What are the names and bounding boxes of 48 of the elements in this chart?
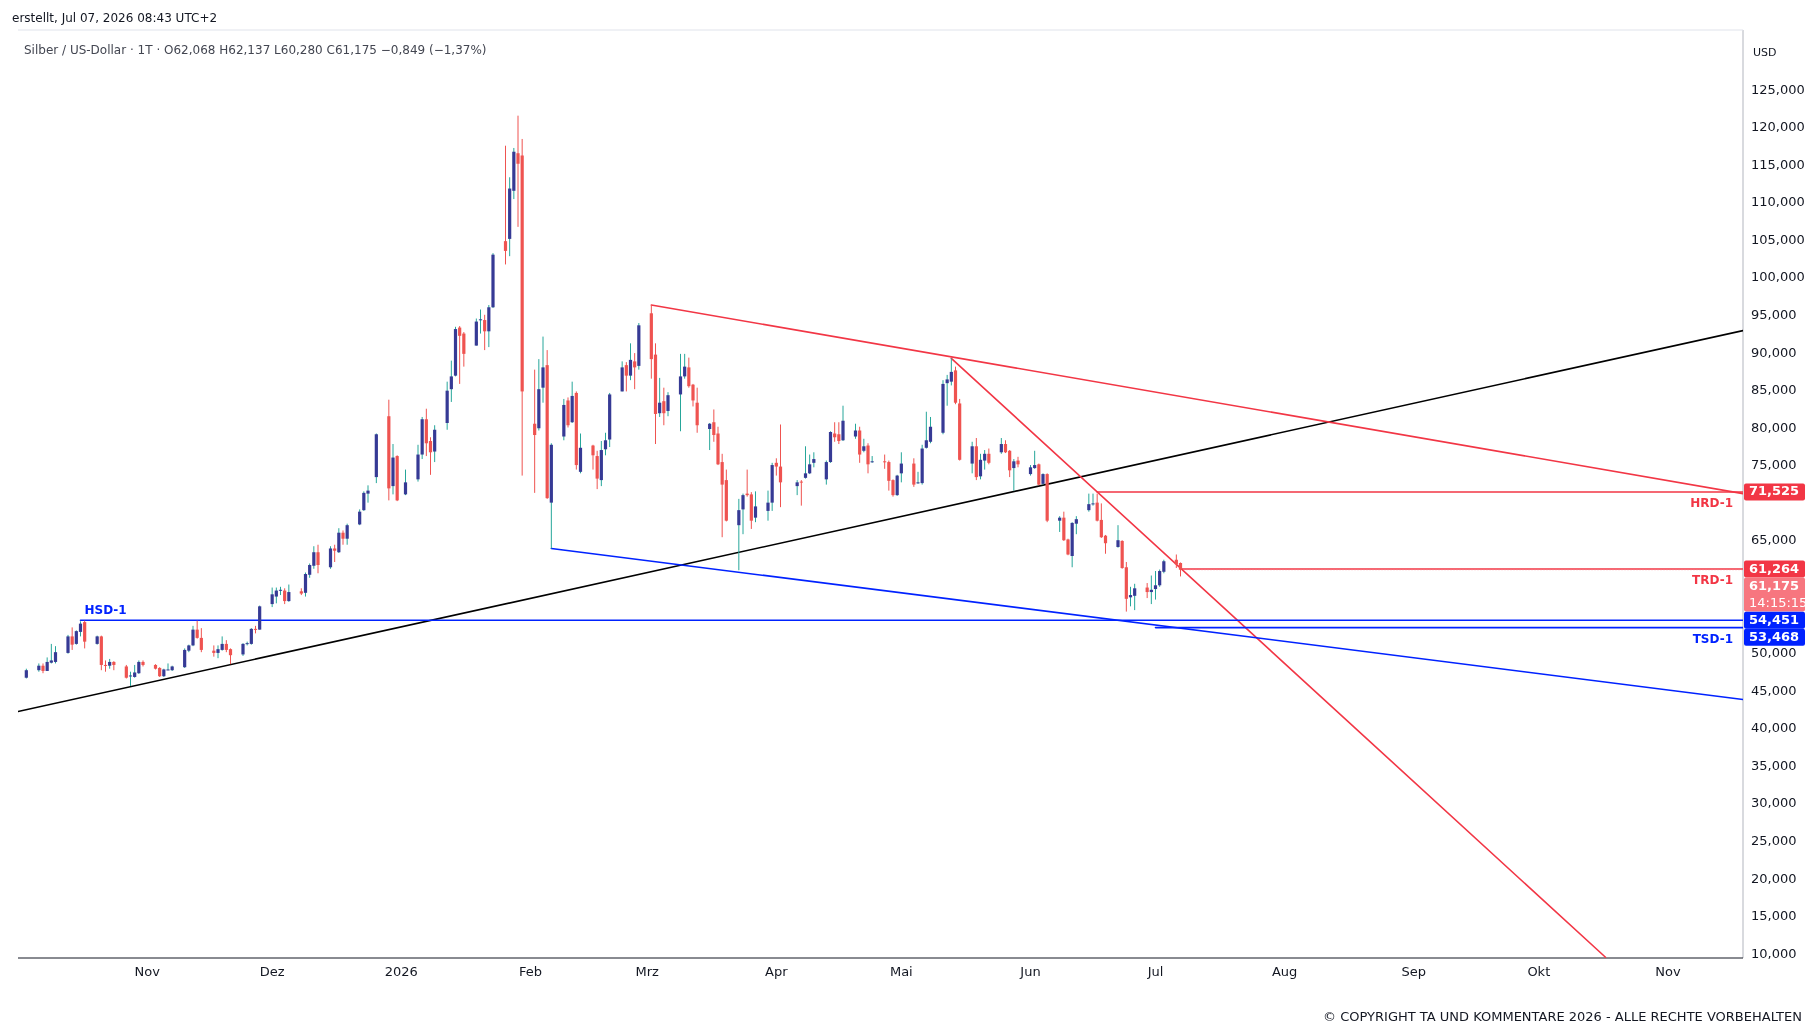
- x-tick-label: Apr: [765, 964, 789, 979]
- y-tick-label: 15,000: [1751, 908, 1797, 924]
- data-label: 71,525: [1749, 483, 1800, 499]
- text: 14:15:15: [1749, 594, 1808, 610]
- y-tick-label: 65,000: [1751, 532, 1797, 548]
- y-tick-label: 105,000: [1751, 231, 1805, 247]
- x-tick-label: Mrz: [635, 964, 660, 979]
- y-tick-label: 80,000: [1751, 419, 1797, 435]
- data-label: 61,264: [1749, 560, 1800, 576]
- data-label: 54,451: [1749, 611, 1800, 627]
- y-tick-label: 95,000: [1751, 307, 1797, 323]
- x-tick-label: Sep: [1401, 964, 1427, 979]
- x-tick-label: Jun: [1019, 964, 1041, 979]
- x-tick-label: Mai: [889, 964, 913, 979]
- y-tick-label: 120,000: [1751, 119, 1805, 135]
- y-tick-label: 25,000: [1751, 833, 1797, 849]
- annotation: 61,175: [1749, 577, 1800, 593]
- y-tick-label: 110,000: [1751, 194, 1805, 210]
- y-tick-label: 45,000: [1751, 682, 1797, 698]
- y-tick-label: 125,000: [1751, 81, 1805, 97]
- y-tick-label: 35,000: [1751, 757, 1797, 773]
- data-label: 53,468: [1749, 628, 1800, 644]
- y-tick-label: 75,000: [1751, 457, 1797, 473]
- y-tick-label: 30,000: [1751, 795, 1797, 811]
- x-tick-label: Aug: [1271, 964, 1298, 979]
- x-tick-label: Nov: [134, 964, 161, 979]
- x-tick-label: Feb: [518, 964, 543, 979]
- chart-subtitle: erstellt, Jul 07, 2026 08:43 UTC+2: [12, 11, 218, 25]
- y-tick-label: 115,000: [1751, 156, 1805, 172]
- series-label: TSD-1: [1692, 631, 1733, 646]
- x-tick-label: 2026: [384, 964, 418, 979]
- y-tick-label: 40,000: [1751, 720, 1797, 736]
- text: © COPYRIGHT TA UND KOMMENTARE 2026 - ALLE RECHTE VORBEHALTEN: [1323, 1009, 1802, 1024]
- y-tick-label: 90,000: [1751, 344, 1797, 360]
- y-tick-label: 20,000: [1751, 870, 1797, 886]
- y-tick-label: 10,000: [1751, 945, 1797, 961]
- y-tick-label: 100,000: [1751, 269, 1805, 285]
- x-tick-label: Dez: [259, 964, 285, 979]
- y-axis-title: USD: [1753, 46, 1777, 59]
- series-label: TRD-1: [1692, 573, 1733, 588]
- y-tick-label: 50,000: [1751, 645, 1797, 661]
- series-label: HSD-1: [84, 603, 127, 618]
- x-tick-label: Okt: [1527, 964, 1551, 979]
- x-tick-label: Nov: [1655, 964, 1681, 979]
- text: Silber / US-Dollar · 1T · O62,068 H62,137 L60,280 C61,175 −0,849 (−1,37%): [24, 43, 487, 57]
- y-tick-label: 85,000: [1751, 382, 1797, 398]
- x-tick-label: Jul: [1146, 964, 1164, 979]
- series-label: HRD-1: [1690, 495, 1733, 510]
